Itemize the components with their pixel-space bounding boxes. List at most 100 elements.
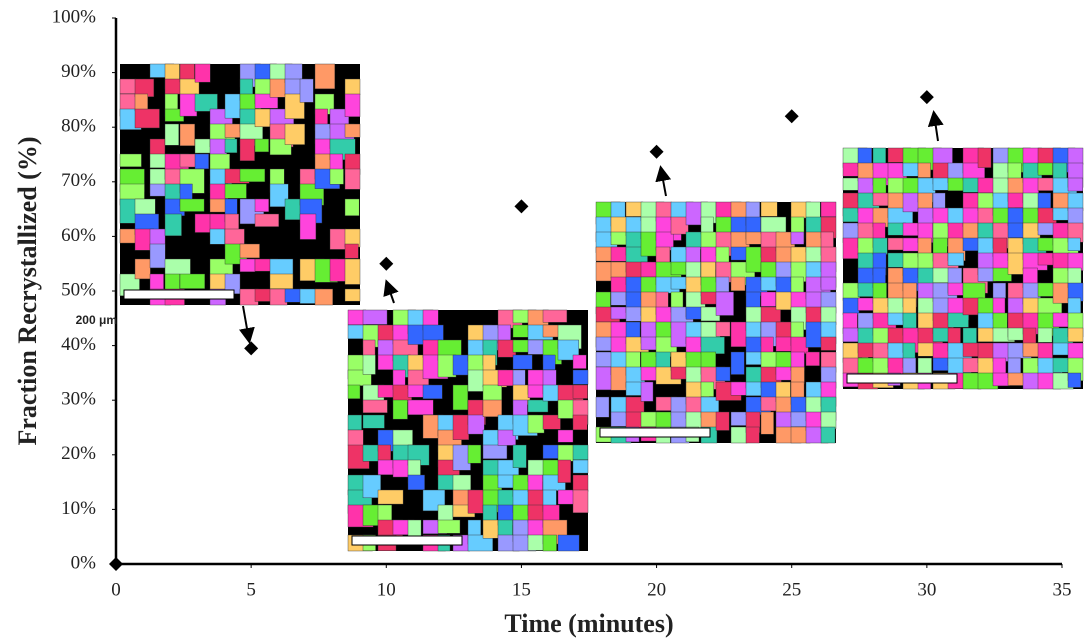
x-tick-label: 25 bbox=[782, 579, 801, 600]
grain bbox=[482, 399, 502, 417]
data-point bbox=[244, 341, 259, 356]
grain bbox=[512, 354, 533, 370]
grain bbox=[284, 288, 303, 303]
y-tick-label: 50% bbox=[61, 279, 96, 300]
grain bbox=[947, 312, 969, 328]
grain bbox=[467, 414, 485, 435]
grain bbox=[299, 213, 317, 240]
grain bbox=[820, 201, 837, 217]
grain bbox=[917, 162, 931, 178]
grain bbox=[542, 414, 561, 430]
arrow bbox=[383, 279, 399, 304]
grain bbox=[362, 474, 381, 499]
x-tick-label: 35 bbox=[1053, 579, 1072, 600]
grain bbox=[149, 183, 166, 197]
grain bbox=[347, 429, 364, 446]
data-point bbox=[514, 199, 529, 214]
grain bbox=[452, 474, 471, 493]
grain bbox=[700, 381, 714, 397]
grain bbox=[790, 366, 805, 385]
grain bbox=[179, 198, 205, 212]
grain bbox=[872, 192, 890, 206]
grain bbox=[119, 78, 137, 95]
grain bbox=[760, 411, 774, 435]
grain bbox=[805, 351, 820, 366]
y-tick-label: 40% bbox=[61, 334, 96, 355]
ebsd-images bbox=[119, 63, 1084, 552]
grain bbox=[407, 399, 434, 415]
grain bbox=[962, 282, 986, 301]
grain bbox=[344, 258, 361, 285]
grain bbox=[557, 534, 580, 552]
grain bbox=[119, 228, 137, 244]
y-tick-label: 30% bbox=[61, 389, 96, 410]
grain bbox=[269, 273, 294, 290]
grain bbox=[362, 414, 385, 429]
grain bbox=[572, 474, 589, 492]
grain bbox=[209, 228, 225, 245]
grain bbox=[269, 183, 289, 207]
grain bbox=[700, 216, 714, 235]
grain bbox=[715, 366, 731, 382]
grain bbox=[134, 108, 160, 129]
grain bbox=[527, 474, 543, 493]
grain bbox=[542, 534, 557, 552]
grain bbox=[557, 459, 571, 483]
x-tick-label: 5 bbox=[246, 579, 256, 600]
x-tick-label: 30 bbox=[917, 579, 936, 600]
grain bbox=[1052, 252, 1070, 270]
grain bbox=[857, 282, 876, 297]
grain bbox=[1022, 372, 1039, 390]
grain bbox=[194, 63, 211, 83]
grain bbox=[670, 276, 688, 290]
arrows bbox=[239, 110, 944, 344]
grain bbox=[1037, 192, 1051, 211]
grain bbox=[872, 177, 887, 196]
inset-map bbox=[595, 201, 837, 444]
arrow bbox=[239, 305, 255, 344]
grain bbox=[254, 93, 279, 109]
grain bbox=[1037, 237, 1055, 252]
grain bbox=[194, 153, 209, 170]
grain bbox=[284, 93, 305, 119]
y-tick-label: 80% bbox=[61, 116, 96, 137]
arrow bbox=[655, 165, 672, 197]
grain bbox=[1037, 222, 1055, 236]
grain bbox=[527, 414, 545, 434]
scale-label: 200 μm bbox=[76, 313, 117, 327]
grain bbox=[452, 414, 469, 440]
grain bbox=[269, 78, 287, 98]
grain bbox=[224, 138, 238, 153]
grain bbox=[730, 351, 745, 375]
grain bbox=[760, 291, 776, 307]
grain bbox=[239, 243, 260, 259]
grain bbox=[1052, 162, 1067, 180]
grain bbox=[1052, 312, 1069, 328]
grain bbox=[700, 336, 725, 354]
grain bbox=[872, 237, 888, 255]
grain bbox=[392, 399, 408, 420]
data-point bbox=[109, 557, 123, 571]
x-tick-label: 10 bbox=[377, 579, 396, 600]
grain bbox=[437, 519, 461, 534]
grain bbox=[745, 426, 760, 444]
grain bbox=[1037, 162, 1053, 176]
grain bbox=[314, 63, 336, 90]
grain bbox=[362, 399, 388, 413]
grain bbox=[422, 324, 444, 341]
grain bbox=[820, 276, 837, 291]
grain bbox=[209, 198, 228, 213]
grain bbox=[572, 414, 588, 431]
grain bbox=[992, 282, 1006, 299]
grain bbox=[179, 273, 205, 289]
grain bbox=[572, 354, 587, 369]
grain bbox=[377, 489, 404, 505]
grain bbox=[344, 288, 361, 302]
grain bbox=[542, 309, 568, 323]
grain bbox=[595, 261, 613, 282]
grain bbox=[224, 93, 241, 119]
grain bbox=[362, 339, 376, 357]
x-axis-title: Time (minutes) bbox=[504, 609, 673, 638]
grain bbox=[842, 237, 860, 259]
y-tick-label: 100% bbox=[52, 6, 97, 27]
